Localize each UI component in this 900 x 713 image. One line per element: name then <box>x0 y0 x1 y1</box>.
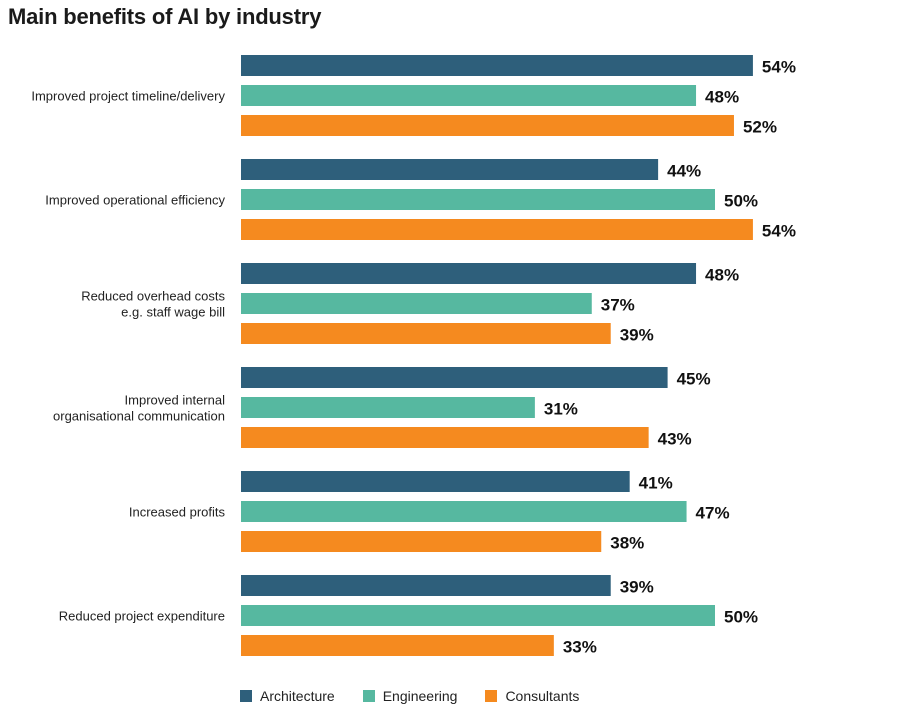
legend-label-architecture: Architecture <box>260 688 335 704</box>
chart-title: Main benefits of AI by industry <box>8 4 322 29</box>
value-label: 48% <box>705 266 739 285</box>
category-label-line: Reduced project expenditure <box>59 609 225 624</box>
bar-consultants <box>241 219 753 240</box>
legend-swatch-engineering <box>362 690 375 702</box>
category-label-line: e.g. staff wage bill <box>121 305 225 320</box>
bar-consultants <box>241 531 602 552</box>
category-label: Improved operational efficiency <box>45 193 225 208</box>
bar-consultants <box>241 635 554 656</box>
value-label: 48% <box>705 88 739 107</box>
category-label-line: Reduced overhead costs <box>81 289 225 304</box>
category-label-line: Improved operational efficiency <box>45 193 225 208</box>
category-label-line: organisational communication <box>53 409 225 424</box>
bar-engineering <box>241 501 687 522</box>
value-label: 39% <box>620 326 654 345</box>
bar-architecture <box>241 263 697 284</box>
bar-architecture <box>241 55 753 76</box>
value-label: 41% <box>639 474 673 493</box>
value-label: 47% <box>696 504 730 523</box>
legend-item-engineering: Engineering <box>362 688 458 704</box>
category-label: Reduced project expenditure <box>59 609 225 624</box>
value-label: 44% <box>667 162 701 181</box>
value-label: 45% <box>677 370 711 389</box>
value-label: 33% <box>563 638 597 657</box>
value-label: 50% <box>724 192 758 211</box>
legend-label-engineering: Engineering <box>382 688 458 704</box>
value-label: 50% <box>724 608 758 627</box>
bar-architecture <box>241 159 659 180</box>
bar-consultants <box>241 427 649 448</box>
legend-item-consultants: Consultants <box>485 688 579 704</box>
bar-architecture <box>241 367 668 388</box>
bar-engineering <box>241 189 715 210</box>
value-label: 39% <box>620 578 654 597</box>
bar-architecture <box>241 471 630 492</box>
value-label: 37% <box>601 296 635 315</box>
bar-engineering <box>241 85 697 106</box>
legend-label-consultants: Consultants <box>505 688 580 704</box>
value-label: 54% <box>762 58 796 77</box>
legend-swatch-consultants <box>485 690 498 702</box>
value-label: 31% <box>544 400 578 419</box>
bar-chart: Improved project timeline/delivery 54% 48%… <box>31 55 796 657</box>
bar-consultants <box>241 115 734 136</box>
category-label-line: Improved project timeline/delivery <box>31 89 225 104</box>
value-label: 52% <box>743 118 777 137</box>
bar-engineering <box>241 397 535 418</box>
legend-item-architecture: Architecture <box>240 688 335 704</box>
bar-engineering <box>241 605 715 626</box>
bar-consultants <box>241 323 611 344</box>
category-label-line: Increased profits <box>129 505 226 520</box>
category-label: Improved project timeline/delivery <box>31 89 225 104</box>
bar-engineering <box>241 293 592 314</box>
value-label: 38% <box>610 534 644 553</box>
legend: Architecture Engineering Consultants <box>240 688 607 704</box>
legend-swatch-architecture <box>240 690 252 702</box>
category-label-line: Improved internal <box>125 393 226 408</box>
bar-architecture <box>241 575 611 596</box>
category-label: Improved internal organisational communic… <box>53 393 225 424</box>
category-label: Increased profits <box>129 505 226 520</box>
value-label: 43% <box>658 430 692 449</box>
value-label: 54% <box>762 222 796 241</box>
category-label: Reduced overhead costs e.g. staff wage bi… <box>81 289 225 320</box>
